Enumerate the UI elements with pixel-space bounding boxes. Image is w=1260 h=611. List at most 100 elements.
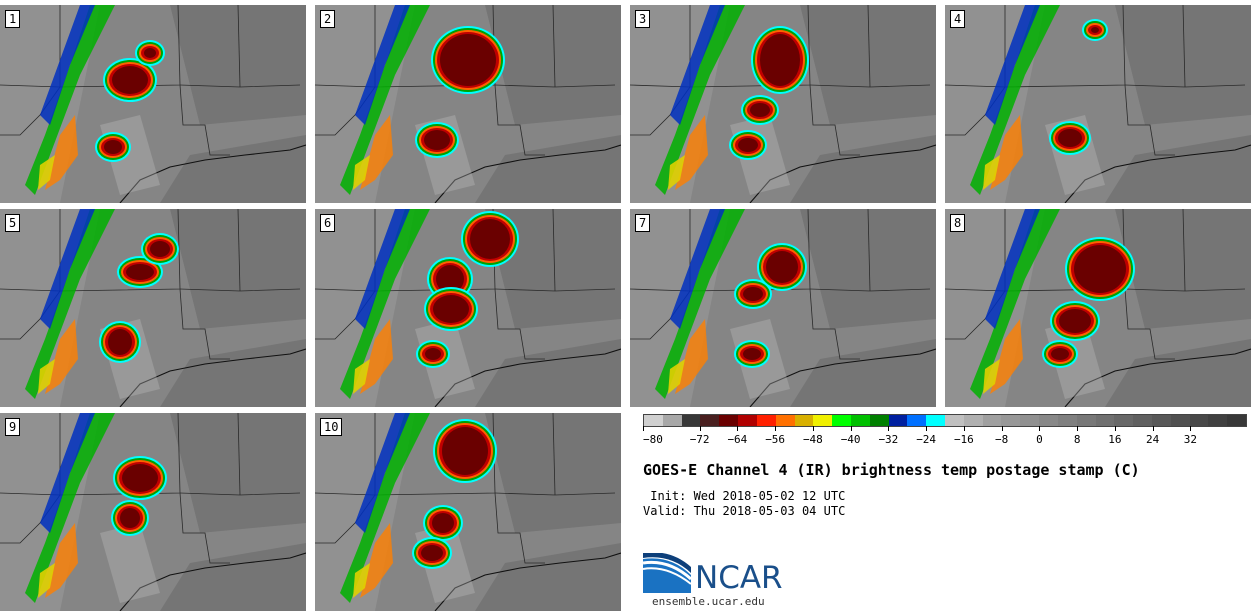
member-panel-2: 2 — [315, 5, 621, 203]
colorbar-tick — [1077, 426, 1079, 431]
colorbar-swatch — [1170, 415, 1190, 426]
colorbar-swatch — [1189, 415, 1209, 426]
panel-label: 2 — [320, 10, 336, 28]
ir-map — [315, 413, 621, 611]
colorbar-swatch — [681, 415, 701, 426]
colorbar-tick — [1001, 426, 1003, 431]
member-panel-6: 6 — [315, 209, 621, 407]
ncar-swoosh-icon — [643, 553, 693, 593]
member-panel-5: 5 — [0, 209, 306, 407]
ir-map — [630, 209, 936, 407]
ir-map — [0, 209, 306, 407]
ir-map — [945, 209, 1251, 407]
ir-map — [315, 5, 621, 203]
colorbar-tick-label: −80 — [643, 433, 663, 446]
colorbar-tick-label: −16 — [953, 433, 974, 446]
colorbar-swatch — [1114, 415, 1134, 426]
colorbar-swatch — [794, 415, 814, 426]
colorbar-tick-label: −32 — [878, 433, 899, 446]
colorbar-tick-label: 0 — [1036, 433, 1043, 446]
panel-label: 3 — [635, 10, 651, 28]
colorbar-swatch — [963, 415, 983, 426]
colorbar-swatch — [832, 415, 851, 426]
colorbar-tick — [812, 426, 814, 431]
panel-label: 5 — [5, 214, 21, 232]
colorbar-tick — [699, 426, 701, 431]
colorbar-swatch — [1020, 415, 1040, 426]
colorbar-swatch — [756, 415, 776, 426]
colorbar-tick — [850, 426, 852, 431]
colorbar-tick-label: −24 — [916, 433, 937, 446]
colorbar-tick-label: −64 — [727, 433, 748, 446]
colorbar-tick — [643, 426, 644, 431]
panel-label: 1 — [5, 10, 21, 28]
colorbar-swatch — [775, 415, 795, 426]
colorbar-tick — [963, 426, 965, 431]
colorbar-tick — [888, 426, 890, 431]
colorbar-tick — [1152, 426, 1154, 431]
colorbar-swatch — [644, 415, 663, 426]
panel-label: 10 — [320, 418, 343, 436]
colorbar-swatch — [1076, 415, 1096, 426]
colorbar-swatch — [888, 415, 908, 426]
colorbar-tick — [775, 426, 777, 431]
ir-map — [0, 5, 306, 203]
colorbar-swatch — [1208, 415, 1228, 426]
colorbar-swatches — [643, 414, 1247, 427]
init-time: Init: Wed 2018-05-02 12 UTC — [643, 489, 846, 503]
colorbar-ticks: −80 −72 −64 −56 −48 −40 −32 −24 −16 −8 0 8 16 24 32 — [643, 426, 1247, 450]
colorbar-swatch — [1095, 415, 1115, 426]
colorbar-tick — [737, 426, 739, 431]
colorbar-tick — [1190, 426, 1192, 431]
colorbar-tick — [926, 426, 928, 431]
colorbar-swatch — [738, 415, 757, 426]
product-title: GOES-E Channel 4 (IR) brightness temp po… — [643, 461, 1140, 479]
colorbar-swatch — [662, 415, 682, 426]
member-panel-9: 9 — [0, 413, 306, 611]
panel-label: 4 — [950, 10, 966, 28]
colorbar-tick-label: 16 — [1108, 433, 1122, 446]
colorbar-tick-label: −56 — [765, 433, 786, 446]
colorbar: −80 −72 −64 −56 −48 −40 −32 −24 −16 −8 0 8 16 24 32 — [643, 414, 1247, 450]
member-panel-3: 3 — [630, 5, 936, 203]
panel-label: 9 — [5, 418, 21, 436]
colorbar-swatch — [1057, 415, 1077, 426]
ir-map — [315, 209, 621, 407]
colorbar-swatch — [1151, 415, 1171, 426]
colorbar-tick — [1039, 426, 1041, 431]
member-panel-7: 7 — [630, 209, 936, 407]
colorbar-tick — [1114, 426, 1116, 431]
ir-map — [0, 413, 306, 611]
colorbar-swatch — [869, 415, 889, 426]
colorbar-swatch — [813, 415, 833, 426]
colorbar-tick-label: −40 — [840, 433, 861, 446]
ncar-logo: NCAR ensemble.ucar.edu — [643, 553, 803, 608]
panel-label: 6 — [320, 214, 336, 232]
member-panel-1: 1 — [0, 5, 306, 203]
colorbar-tick-label: 32 — [1183, 433, 1197, 446]
colorbar-tick-label: −72 — [689, 433, 710, 446]
valid-time: Valid: Thu 2018-05-03 04 UTC — [643, 504, 846, 518]
colorbar-swatch — [982, 415, 1002, 426]
colorbar-swatch — [1039, 415, 1058, 426]
colorbar-swatch — [1001, 415, 1021, 426]
colorbar-swatch — [850, 415, 870, 426]
colorbar-swatch — [700, 415, 720, 426]
member-panel-4: 4 — [945, 5, 1251, 203]
colorbar-swatch — [926, 415, 945, 426]
member-panel-8: 8 — [945, 209, 1251, 407]
colorbar-swatch — [945, 415, 964, 426]
colorbar-tick-label: −8 — [995, 433, 1009, 446]
logo-text: NCAR — [695, 560, 783, 596]
colorbar-swatch — [1227, 415, 1246, 426]
colorbar-tick-label: −48 — [802, 433, 823, 446]
member-panel-10: 10 — [315, 413, 621, 611]
site-url[interactable]: ensemble.ucar.edu — [652, 595, 765, 608]
ir-map — [945, 5, 1251, 203]
ir-map — [630, 5, 936, 203]
colorbar-swatch — [1133, 415, 1152, 426]
colorbar-tick-label: 24 — [1146, 433, 1160, 446]
colorbar-tick-label: 8 — [1073, 433, 1081, 446]
panel-label: 8 — [950, 214, 966, 232]
panel-label: 7 — [635, 214, 651, 232]
